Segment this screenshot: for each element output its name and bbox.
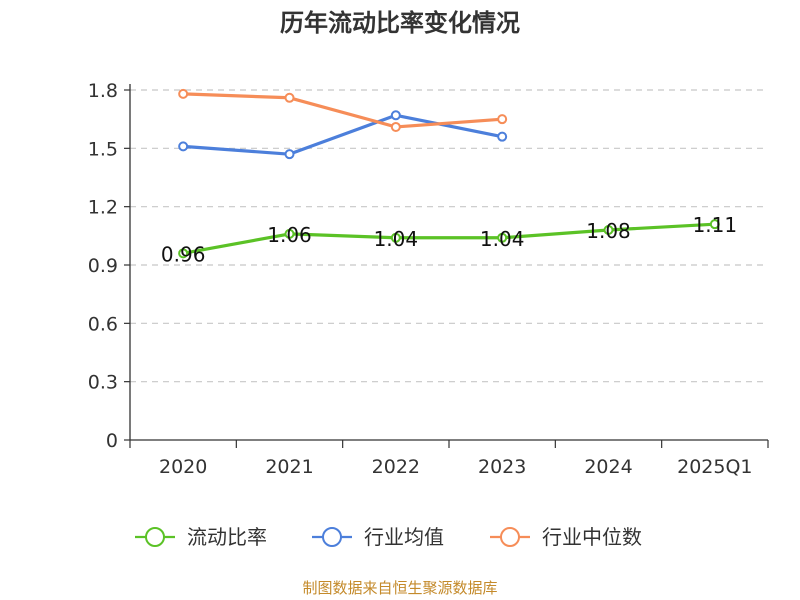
data-label: 1.08 [586,219,631,243]
x-tick-label: 2022 [372,456,420,478]
data-label: 1.06 [267,223,312,247]
y-tick-label: 0.9 [88,255,118,277]
data-point[interactable] [497,131,508,142]
data-label: 1.04 [480,227,525,251]
y-tick-label: 0 [106,430,118,452]
data-point[interactable] [390,121,401,132]
y-tick-label: 1.5 [88,138,118,160]
x-tick-label: 2023 [478,456,526,478]
legend-marker [500,527,520,547]
data-point[interactable] [497,232,508,243]
y-tick-label: 1.2 [88,197,118,219]
data-point[interactable] [390,232,401,243]
data-point[interactable] [709,219,720,230]
data-point[interactable] [603,225,614,235]
y-tick-label: 1.8 [88,80,118,102]
legend-label: 流动比率 [187,525,267,549]
series-3 [178,88,508,132]
legend[interactable]: 流动比率 行业均值 行业中位数 [135,525,642,549]
x-tick-label: 2024 [584,456,632,478]
series-line [183,113,503,156]
axes: 0 0.3 0.6 0.9 1.2 1.5 1.8 2020 2021 2022 2023 2024 2… [88,80,769,478]
data-point[interactable] [178,141,189,152]
data-point[interactable] [284,92,295,103]
data-point[interactable] [178,88,189,99]
grid-lines [130,89,768,383]
data-label: 0.96 [161,242,206,266]
legend-item-3[interactable]: 行业中位数 [490,525,642,549]
series-line [182,222,715,255]
data-label: 1.11 [693,213,738,237]
x-tick-label: 2025Q1 [677,456,752,478]
series-2 [178,110,508,160]
legend-item-2[interactable]: 行业均值 [312,525,444,549]
chart-title: 历年流动比率变化情况 [280,9,520,37]
series-lines [178,88,720,259]
data-point[interactable] [390,110,401,121]
legend-label: 行业均值 [364,525,444,549]
y-tick-label: 0.3 [88,372,118,394]
legend-marker [322,527,342,547]
legend-item-1[interactable]: 流动比率 [135,525,267,549]
x-tick-label: 2020 [159,456,207,478]
legend-label: 行业中位数 [542,525,642,549]
data-point[interactable] [284,228,295,239]
series-1 [178,219,720,259]
series-line [183,92,503,129]
data-point[interactable] [284,149,295,160]
data-point[interactable] [497,114,508,125]
data-label: 1.04 [374,227,419,251]
y-tick-label: 0.6 [88,313,118,335]
x-tick-label: 2021 [265,456,313,478]
legend-marker [145,527,165,547]
source-note: 制图数据来自恒生聚源数据库 [302,579,497,597]
data-point[interactable] [178,248,189,259]
data-labels: 0.96 1.06 1.04 1.04 1.08 1.11 [161,213,737,266]
